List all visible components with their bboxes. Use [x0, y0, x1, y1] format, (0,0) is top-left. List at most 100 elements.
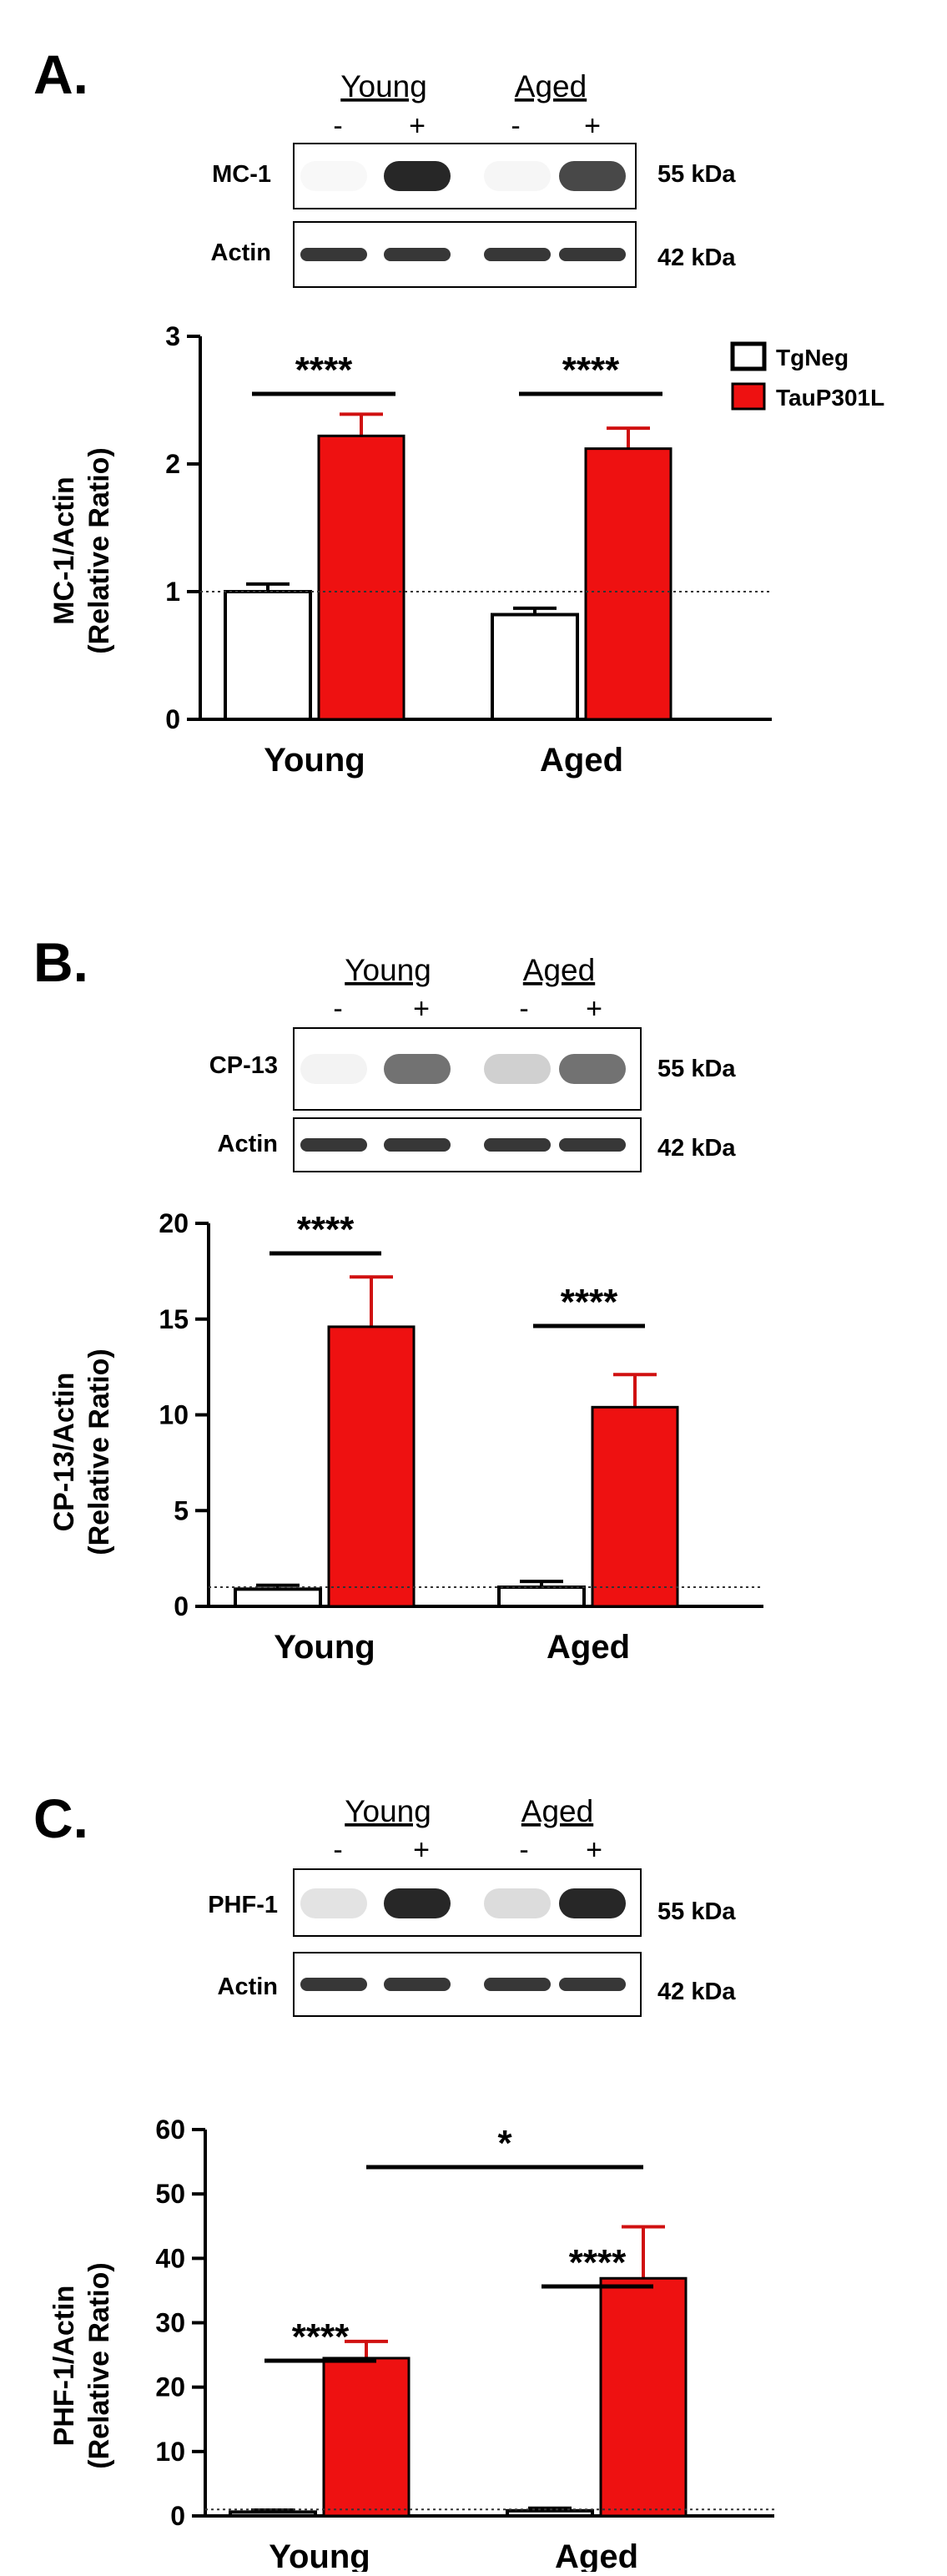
chart-plot: 0 1 2 3 Young Aged **** ****	[165, 321, 772, 779]
blot-bands	[300, 1978, 626, 1991]
blot-bands	[300, 161, 626, 191]
y-tick-label: 2	[165, 449, 180, 479]
blot-band	[300, 1978, 367, 1991]
panel-label: A.	[33, 43, 88, 105]
panel-c-svg: C. Young Aged - + - + PHF-1 55 kDa Actin…	[33, 1787, 774, 2575]
blot-kda: 55 kDa	[657, 1056, 736, 1082]
blot-group-young: Young	[345, 953, 431, 987]
blot-band	[559, 248, 626, 261]
blot-row-label: Actin	[211, 239, 272, 266]
y-tick-label: 10	[159, 1400, 189, 1430]
x-category-label: Aged	[547, 1629, 630, 1666]
legend-label-taup301l: TauP301L	[776, 385, 884, 411]
bar-tgneg	[497, 1585, 586, 1608]
blot-row-label: Actin	[218, 1974, 279, 2000]
blot-bands	[300, 1054, 626, 1084]
blot-band	[559, 1054, 626, 1084]
lane-sign: +	[413, 1834, 430, 1866]
y-axis-label-2: (Relative Ratio)	[83, 2262, 115, 2469]
blot-band	[484, 248, 551, 261]
blot-band	[384, 248, 451, 261]
significance-label: ****	[569, 2242, 627, 2283]
blot-band	[559, 161, 626, 191]
blot-kda: 55 kDa	[657, 161, 736, 188]
panel-b: B. Young Aged - + - + CP-13 55 kDa Actin…	[0, 834, 947, 1669]
lane-sign: +	[586, 993, 602, 1025]
blot-band	[484, 1054, 551, 1084]
y-axis-label: CP-13/Actin	[48, 1373, 80, 1532]
x-category-label: Aged	[540, 742, 623, 779]
legend-label-tgneg: TgNeg	[776, 345, 849, 371]
blot-band	[559, 1978, 626, 1991]
blot-band	[300, 1054, 367, 1084]
y-axis-label: PHF-1/Actin	[48, 2286, 80, 2447]
blot-row-label: Actin	[218, 1131, 279, 1157]
lane-sign: +	[586, 1834, 602, 1866]
significance-label: ****	[295, 350, 353, 391]
y-tick-label: 40	[155, 2243, 185, 2273]
blot-bands	[300, 1888, 626, 1918]
bar-tgneg	[506, 2508, 594, 2518]
blot-band	[384, 1138, 451, 1152]
blot-band	[559, 1138, 626, 1152]
bar-taup301l	[317, 434, 405, 721]
y-axis-label-2: (Relative Ratio)	[83, 1348, 115, 1555]
blot-band	[384, 161, 451, 191]
panel-a: A. Young Aged - + - + MC-1 55 kDa Actin …	[0, 0, 947, 834]
significance-label: ****	[561, 1282, 618, 1323]
y-tick-label: 1	[165, 577, 180, 607]
bar-taup301l	[591, 1405, 679, 1608]
x-category-label: Young	[274, 1629, 375, 1666]
blot-band	[484, 1138, 551, 1152]
lane-sign: -	[519, 993, 528, 1025]
lane-sign: +	[584, 110, 601, 142]
y-axis-label: MC-1/Actin	[48, 476, 80, 625]
chart-plot: 0 5 10 15 20 Young Aged **** ****	[159, 1208, 763, 1666]
y-axis-label-2: (Relative Ratio)	[83, 447, 115, 654]
panel-a-svg: A. Young Aged - + - + MC-1 55 kDa Actin …	[33, 43, 884, 779]
blot-band	[384, 1978, 451, 1991]
bar-tgneg	[491, 612, 579, 721]
significance-label: ****	[297, 1209, 355, 1250]
y-tick-label: 3	[165, 321, 180, 351]
bar-taup301l	[599, 2276, 688, 2518]
panel-b-svg: B. Young Aged - + - + CP-13 55 kDa Actin…	[33, 931, 763, 1666]
blot-group-aged: Aged	[521, 1794, 593, 1828]
bar-tgneg	[234, 1587, 322, 1608]
y-tick-label: 0	[174, 1591, 189, 1621]
blot-kda: 42 kDa	[657, 1979, 736, 2005]
panel-label: C.	[33, 1787, 88, 1849]
legend-swatch-taup301l	[731, 382, 766, 411]
blot-band	[484, 1888, 551, 1918]
bar-tgneg	[224, 590, 312, 721]
y-tick-label: 5	[174, 1495, 189, 1525]
y-tick-label: 0	[165, 704, 180, 734]
panel-c: C. Young Aged - + - + PHF-1 55 kDa Actin…	[0, 1669, 947, 2575]
blot-band	[300, 1138, 367, 1152]
lane-sign: -	[333, 110, 342, 142]
bar-taup301l	[584, 447, 672, 721]
y-tick-label: 20	[159, 1208, 189, 1238]
blot-row-label: MC-1	[212, 161, 271, 188]
lane-sign: +	[409, 110, 426, 142]
blot-band	[384, 1054, 451, 1084]
blot-band	[300, 248, 367, 261]
blot-row-label: CP-13	[209, 1052, 278, 1079]
panel-label: B.	[33, 931, 88, 993]
blot-band	[300, 1888, 367, 1918]
y-tick-label: 50	[155, 2179, 185, 2209]
significance-label: *	[497, 2123, 512, 2164]
y-tick-label: 30	[155, 2308, 185, 2338]
blot-band	[484, 1978, 551, 1991]
x-category-label: Young	[264, 742, 365, 779]
x-category-label: Aged	[555, 2538, 638, 2572]
significance-label: ****	[292, 2316, 350, 2357]
lane-sign: -	[511, 110, 520, 142]
legend-swatch-tgneg	[730, 341, 767, 371]
blot-band	[559, 1888, 626, 1918]
lane-sign: +	[413, 993, 430, 1025]
y-tick-label: 10	[155, 2437, 185, 2467]
blot-bands	[300, 248, 626, 261]
bar-taup301l	[322, 2357, 411, 2518]
